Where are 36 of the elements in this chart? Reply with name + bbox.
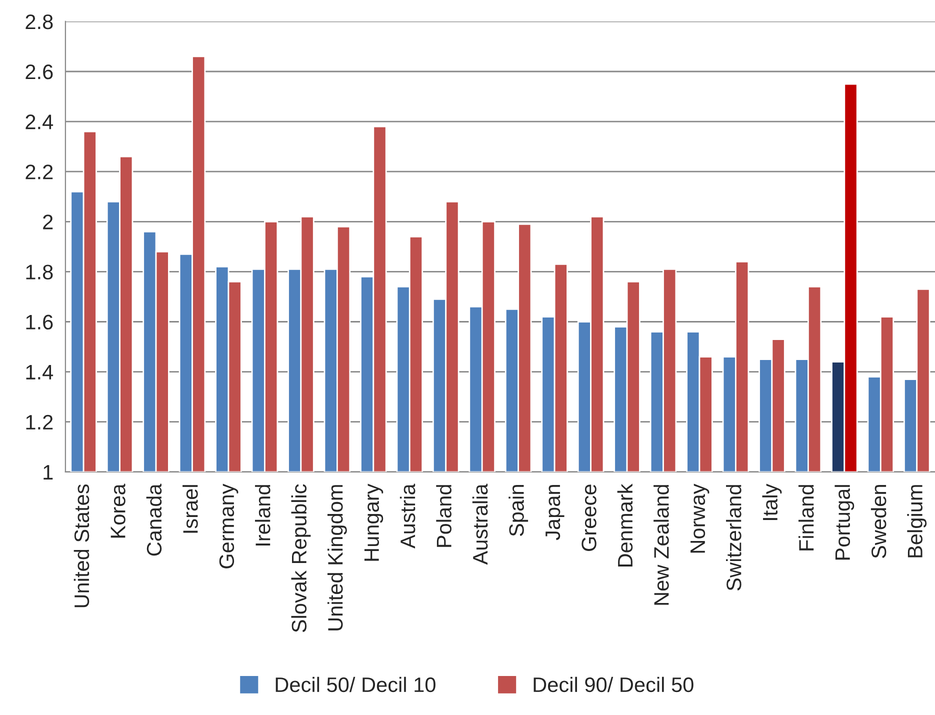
x-tick-label: Sweden [870,485,886,558]
x-tick-label: Portugal [834,485,854,560]
y-tick-label: 1.2 [26,414,53,430]
y-tick-label: 1.6 [26,314,53,330]
x-tick-label: Switzerland [726,485,742,590]
x-tick-label: Israel [182,485,198,533]
x-tick-label: Canada [146,484,162,556]
legend-label: Decil 90/ Decil 50 [534,676,694,692]
x-tick-label: Italy [762,484,782,520]
x-tick-label: Hungary [364,484,384,561]
y-tick-label: 1.4 [26,365,54,380]
x-tick-label: Korea [110,484,126,538]
x-tick-label: Ireland [255,485,270,546]
x-tick-label: United States [74,484,90,608]
y-tick-label: 1 [44,465,53,480]
x-tick-label: Australia [472,484,488,565]
x-tick-label: Belgium [907,485,927,558]
x-tick-label: Slovak Republic [291,484,311,632]
y-tick-label: 2.8 [26,14,53,30]
x-tick-label: Spain [508,485,528,536]
x-tick-label: New Zealand [654,485,669,605]
y-tick-label: 2.6 [26,64,53,80]
legend-label: Decil 50/ Decil 10 [276,676,436,692]
x-tick-label: United Kingdom [327,485,347,630]
x-tick-label: Norway [690,484,710,553]
x-tick-label: Denmark [617,484,633,567]
x-tick-label: Japan [546,485,564,540]
x-tick-label: Germany [219,484,238,568]
y-tick-label: 2.4 [26,114,54,130]
y-tick-label: 2.2 [26,164,53,180]
x-tick-label: Finland [798,485,814,550]
x-tick-label: Greece [582,484,596,551]
x-tick-label: Austria [400,484,416,548]
y-tick-label: 2 [43,214,53,230]
x-tick-label: Poland [436,485,452,547]
y-tick-label: 1.8 [26,264,53,280]
